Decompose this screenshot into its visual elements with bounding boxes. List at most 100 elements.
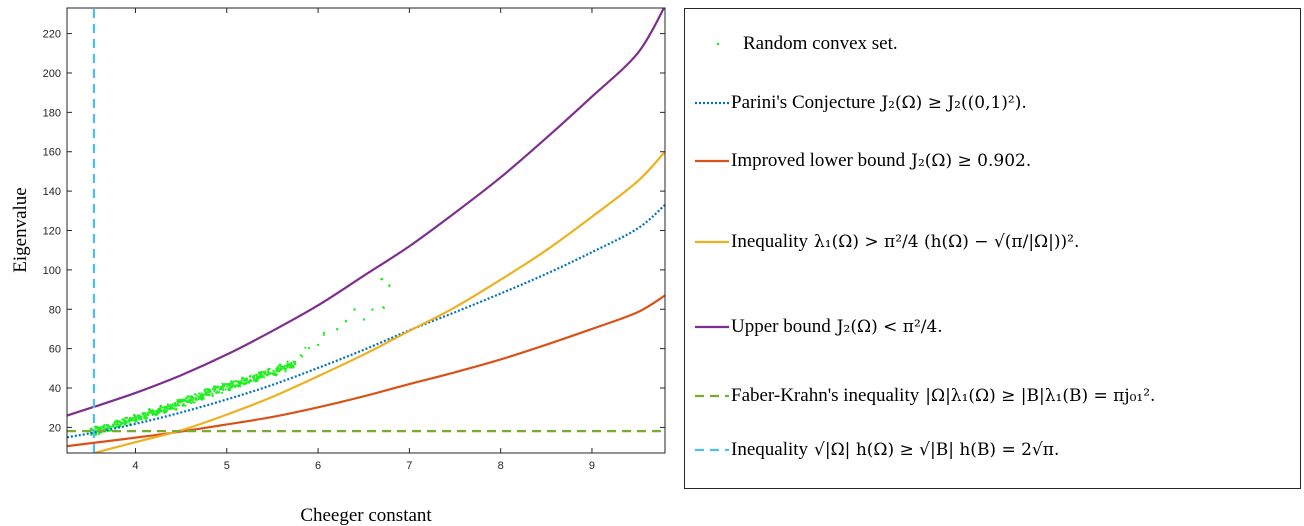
scatter-point (130, 418, 133, 421)
scatter-point (229, 385, 232, 388)
x-tick-label: 9 (589, 460, 595, 472)
y-tick-label: 80 (49, 304, 61, 316)
legend-formula: J₂(Ω) ≥ 0.902. (911, 151, 1032, 171)
y-tick-label: 60 (49, 344, 61, 356)
scatter-point (245, 381, 248, 384)
scatter-point (182, 399, 186, 402)
legend-label: Faber-Krahn's inequality (731, 385, 920, 406)
series-layer (67, 8, 665, 453)
legend-item: Faber-Krahn's inequality |Ω|λ₁(Ω) ≥ |B|λ₁… (685, 381, 1155, 411)
scatter-point (198, 392, 201, 395)
scatter-point (290, 365, 293, 368)
legend-formula: J₂(Ω) ≥ J₂((0,1)²). (881, 93, 1027, 113)
scatter-point (97, 426, 100, 429)
scatter-point (102, 426, 105, 429)
x-tick-label: 8 (498, 460, 504, 472)
legend-formula: λ₁(Ω) > π²/4 (h(Ω) − √(π/|Ω|))². (814, 232, 1080, 252)
scatter-point (231, 383, 234, 386)
scatter-point (238, 384, 241, 387)
x-tick-label: 4 (132, 460, 138, 472)
scatter-point (227, 387, 231, 390)
y-tick-label: 180 (43, 107, 61, 119)
x-axis-label: Cheeger constant (300, 505, 432, 526)
legend-formula: |Ω|λ₁(Ω) ≥ |B|λ₁(B) = πj₀₁². (925, 386, 1156, 406)
scatter-point (139, 415, 143, 418)
scatter-point (214, 385, 217, 388)
scatter-point (221, 386, 224, 389)
scatter-point (336, 328, 339, 331)
scatter-point (200, 392, 203, 395)
scatter-point (301, 355, 304, 358)
scatter-point (157, 411, 160, 414)
scatter-point (226, 383, 229, 386)
scatter-point (200, 398, 204, 401)
scatter-point (284, 370, 287, 373)
legend-label: Parini's Conjecture (731, 92, 876, 113)
scatter-point (107, 424, 110, 427)
scatter-point (153, 412, 156, 416)
scatter-point (211, 392, 214, 395)
scatter-point (242, 382, 245, 385)
scatter-point (202, 397, 205, 400)
scatter-point (293, 362, 297, 366)
scatter-point (248, 375, 252, 378)
scatter-point (146, 416, 149, 419)
scatter-point (176, 402, 179, 405)
scatter-point (286, 360, 289, 363)
scatter-point (148, 407, 151, 411)
scatter-point (192, 401, 195, 404)
scatter-point (278, 364, 281, 367)
scatter-point (224, 388, 227, 391)
legend-label: Inequality (731, 439, 809, 460)
scatter-point (162, 406, 165, 409)
scatter-point (353, 308, 356, 311)
scatter-point (281, 366, 285, 369)
legend-sample (695, 101, 729, 105)
scatter-point (278, 368, 282, 372)
scatter-point (381, 278, 384, 281)
scatter-point (255, 380, 258, 383)
y-axis-label: Eigenvalue (10, 187, 31, 272)
scatter-point (240, 381, 243, 384)
scatter-point (205, 393, 208, 397)
scatter-point (257, 376, 261, 380)
legend-sample (695, 325, 729, 329)
scatter-point (147, 413, 150, 417)
scatter-point (255, 375, 258, 378)
scatter-point (103, 424, 106, 427)
scatter-point (273, 372, 276, 375)
legend-item: Upper bound J₂(Ω) < π²/4. (685, 312, 943, 342)
scatter-point (157, 407, 160, 410)
scatter-point (160, 405, 163, 408)
scatter-point (104, 428, 107, 431)
scatter-point (125, 421, 128, 424)
scatter-point (249, 378, 252, 382)
y-tick-label: 40 (49, 383, 61, 395)
scatter-point (179, 398, 182, 401)
legend-sample (716, 42, 720, 46)
scatter-point (234, 379, 237, 383)
scatter-point (211, 394, 214, 398)
scatter-point (136, 414, 139, 417)
scatter-point (194, 396, 197, 399)
scatter-point (207, 393, 210, 396)
scatter-point (283, 364, 286, 367)
scatter-point (186, 396, 189, 399)
scatter-point (160, 409, 163, 413)
scatter-point (173, 402, 177, 405)
scatter-point (119, 422, 122, 425)
scatter-point (371, 308, 374, 311)
scatter-point (232, 380, 235, 383)
scatter-point (133, 415, 136, 419)
scatter-point (299, 354, 302, 357)
scatter-point (124, 416, 127, 420)
scatter-point (99, 426, 102, 429)
scatter-point (137, 416, 140, 419)
scatter-point (266, 368, 269, 371)
scatter-point (126, 416, 129, 419)
legend-formula: J₂(Ω) < π²/4. (836, 317, 943, 337)
scatter-point (123, 421, 126, 424)
scatter-point (217, 391, 221, 394)
legend-item: Inequality √|Ω| h(Ω) ≥ √|B| h(B) = 2√π. (685, 435, 1059, 465)
